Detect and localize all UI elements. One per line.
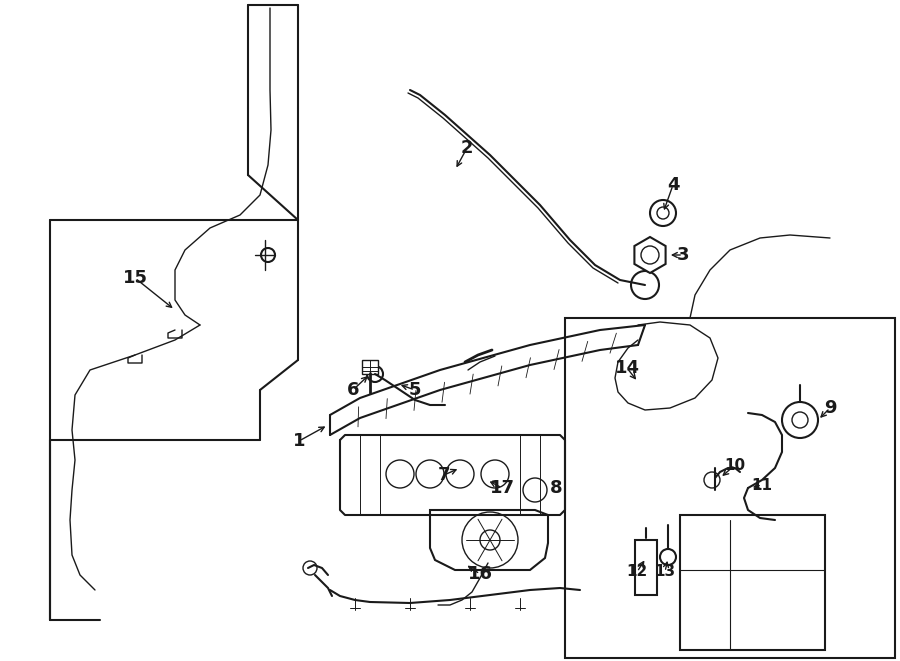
Text: 7: 7 [437,466,450,484]
Polygon shape [634,237,666,273]
Text: 17: 17 [490,479,515,497]
Text: 10: 10 [724,457,745,473]
Text: 12: 12 [626,564,648,580]
Text: 13: 13 [654,564,676,580]
Text: 15: 15 [122,269,148,287]
Text: 3: 3 [677,246,689,264]
Text: 6: 6 [346,381,359,399]
Bar [565,318,895,658]
Circle shape [650,200,676,226]
Circle shape [660,549,676,565]
Text: 2: 2 [461,139,473,157]
Text: 9: 9 [824,399,836,417]
Polygon shape [430,510,548,570]
Text: 11: 11 [752,477,772,492]
Circle shape [480,530,500,550]
Text: 16: 16 [467,565,492,583]
Circle shape [782,402,818,438]
Text: 14: 14 [615,359,640,377]
Bar [635,540,657,595]
Bar [362,360,378,374]
FancyBboxPatch shape [680,515,825,650]
Text: 4: 4 [667,176,680,194]
Text: 8: 8 [550,479,562,497]
Circle shape [704,472,720,488]
Text: 1: 1 [292,432,305,450]
Text: 5: 5 [409,381,421,399]
